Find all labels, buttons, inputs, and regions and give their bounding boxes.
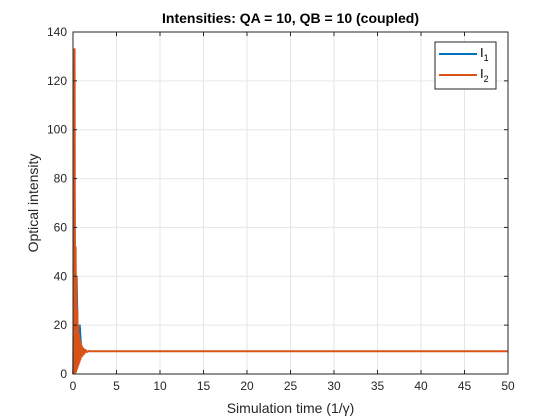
series-line-i2 (72, 48, 508, 375)
y-tick-label: 60 (54, 220, 68, 234)
y-tick-label: 100 (47, 123, 67, 137)
legend-label-i2-base: I (480, 66, 484, 81)
y-tick-label: 140 (47, 25, 67, 39)
series-layer (72, 48, 508, 375)
legend: I1 I2 (434, 41, 497, 90)
ticks: 0 5 10 15 20 25 30 35 40 45 50 0 20 40 60 80 100 120 140 (47, 25, 515, 393)
x-axis-label: Simulation time (1/γ) (227, 400, 355, 416)
x-tick-label: 5 (113, 379, 120, 393)
x-tick-label: 35 (371, 379, 385, 393)
legend-label-i1-base: I (480, 45, 484, 60)
x-tick-label: 0 (70, 379, 77, 393)
x-tick-label: 10 (153, 379, 167, 393)
x-tick-label: 50 (501, 379, 515, 393)
x-tick-label: 20 (240, 379, 254, 393)
x-tick-label: 45 (458, 379, 472, 393)
chart-title: Intensities: QA = 10, QB = 10 (coupled) (162, 10, 419, 26)
y-tick-label: 80 (54, 172, 68, 186)
y-tick-label: 20 (54, 318, 68, 332)
x-tick-label: 30 (327, 379, 341, 393)
legend-box (434, 41, 497, 90)
legend-label-i1: I1 (480, 45, 489, 63)
y-tick-label: 40 (54, 269, 68, 283)
y-tick-label: 120 (47, 74, 67, 88)
x-tick-label: 25 (284, 379, 298, 393)
legend-label-i2-sub: 2 (484, 74, 489, 84)
x-tick-label: 15 (197, 379, 211, 393)
legend-label-i2: I2 (480, 66, 489, 84)
x-tick-label: 40 (414, 379, 428, 393)
y-axis-label: Optical intensity (25, 154, 41, 253)
legend-label-i1-sub: 1 (484, 53, 489, 63)
y-tick-label: 0 (60, 367, 67, 381)
